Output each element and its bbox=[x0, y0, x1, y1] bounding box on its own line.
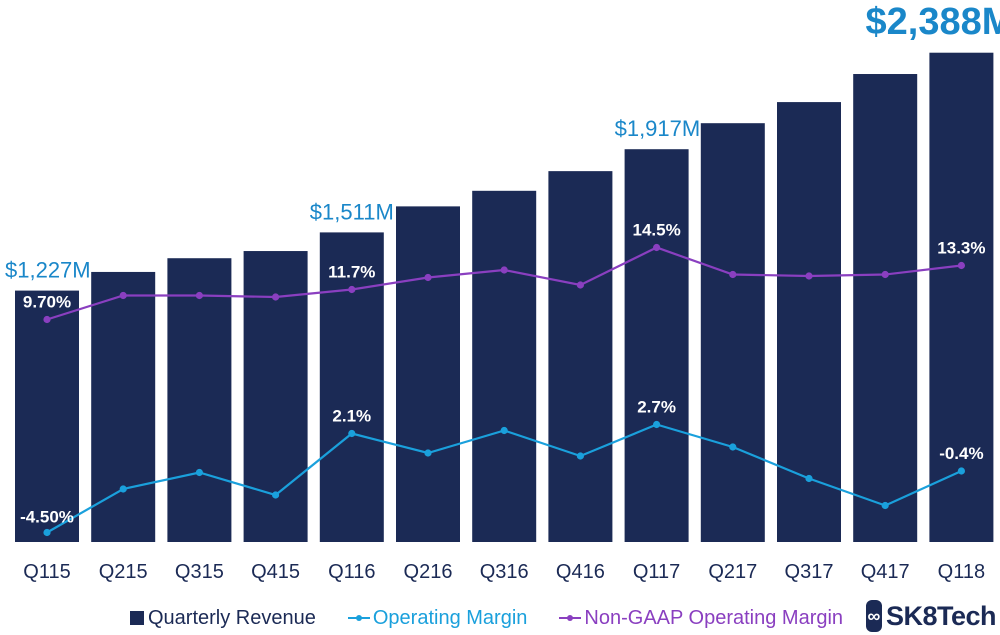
series-point bbox=[272, 491, 280, 499]
x-tick-label: Q417 bbox=[861, 561, 910, 583]
series-point bbox=[957, 261, 966, 270]
series-point bbox=[653, 420, 661, 429]
series-point bbox=[729, 443, 737, 451]
x-tick-label: Q315 bbox=[175, 561, 224, 583]
revenue-bar bbox=[853, 74, 918, 542]
revenue-value-label: $1,917M bbox=[615, 116, 701, 141]
legend-item-non-gaap-margin: Non-GAAP Operating Margin bbox=[559, 607, 843, 630]
series-point bbox=[195, 468, 203, 477]
x-tick-label: Q216 bbox=[404, 561, 453, 583]
revenue-value-label: $2,388M bbox=[866, 1, 1000, 43]
point-value-label: 14.5% bbox=[632, 221, 680, 240]
series-point bbox=[805, 474, 813, 483]
legend-label-operating-margin: Operating Margin bbox=[372, 606, 528, 629]
series-point bbox=[576, 281, 585, 289]
revenue-value-label: $1,511M bbox=[310, 199, 394, 224]
legend-swatch-line bbox=[559, 611, 582, 625]
series-point bbox=[272, 293, 280, 301]
point-value-label: 2.1% bbox=[332, 407, 371, 426]
revenue-bar bbox=[624, 149, 689, 542]
series-point bbox=[881, 501, 889, 510]
series-point bbox=[729, 270, 737, 279]
point-value-label: 9.70% bbox=[23, 293, 71, 312]
legend-label-non-gaap-margin: Non-GAAP Operating Margin bbox=[584, 606, 844, 629]
series-point bbox=[195, 291, 203, 300]
point-value-label: 13.3% bbox=[937, 239, 985, 258]
series-point bbox=[500, 426, 508, 435]
sk8tech-logo: ∞ SK8Tech bbox=[866, 598, 997, 634]
series-point bbox=[957, 467, 966, 475]
revenue-bar bbox=[15, 290, 79, 542]
revenue-bar bbox=[319, 232, 384, 543]
revenue-bar bbox=[472, 190, 537, 542]
x-tick-label: Q217 bbox=[708, 561, 757, 583]
x-tick-label: Q416 bbox=[556, 561, 605, 583]
series-point bbox=[119, 291, 127, 300]
point-value-label: 2.7% bbox=[637, 398, 676, 417]
revenue-value-label: $1,227M bbox=[5, 258, 91, 283]
legend-item-operating-margin: Operating Margin bbox=[347, 606, 528, 630]
series-point bbox=[500, 266, 508, 274]
x-tick-label: Q115 bbox=[23, 561, 70, 583]
revenue-bar bbox=[91, 271, 156, 542]
revenue-bar bbox=[929, 52, 994, 542]
series-point bbox=[653, 243, 661, 252]
point-value-label: -4.50% bbox=[20, 508, 74, 527]
x-tick-label: Q316 bbox=[480, 561, 529, 583]
legend-item-quarterly-revenue: Quarterly Revenue bbox=[130, 607, 316, 630]
point-value-label: 11.7% bbox=[328, 263, 375, 282]
chart-legend: Quarterly Revenue Operating Margin Non-G… bbox=[130, 604, 875, 632]
series-point bbox=[576, 452, 585, 460]
series-point bbox=[348, 429, 356, 438]
x-tick-label: Q118 bbox=[938, 561, 985, 583]
series-point bbox=[348, 285, 356, 294]
x-tick-label: Q215 bbox=[99, 561, 148, 583]
revenue-margin-chart: Q115 Q215 Q315 Q415 Q116 Q216 Q316 Q416 Q117 Q217… bbox=[5, 1, 1000, 583]
legend-label-quarterly-revenue: Quarterly Revenue bbox=[148, 606, 316, 629]
series-point bbox=[43, 528, 51, 537]
x-tick-label: Q415 bbox=[251, 561, 300, 583]
series-point bbox=[119, 485, 127, 493]
logo-text: SK8Tech bbox=[885, 600, 997, 631]
revenue-bar bbox=[167, 258, 232, 542]
series-point bbox=[424, 273, 432, 282]
series-point bbox=[881, 270, 889, 279]
legend-swatch-line bbox=[347, 611, 370, 625]
series-point bbox=[43, 315, 51, 324]
revenue-bar bbox=[396, 206, 460, 542]
sk8tech-logo-icon: ∞ bbox=[866, 600, 882, 632]
revenue-bar bbox=[700, 123, 765, 542]
x-tick-label: Q116 bbox=[328, 561, 375, 583]
point-value-label: -0.4% bbox=[939, 444, 983, 463]
series-point bbox=[424, 449, 432, 457]
x-tick-label: Q117 bbox=[633, 561, 680, 583]
series-point bbox=[805, 272, 813, 280]
x-tick-label: Q317 bbox=[785, 561, 834, 583]
legend-swatch-bar bbox=[130, 611, 144, 625]
revenue-bar bbox=[548, 171, 613, 542]
